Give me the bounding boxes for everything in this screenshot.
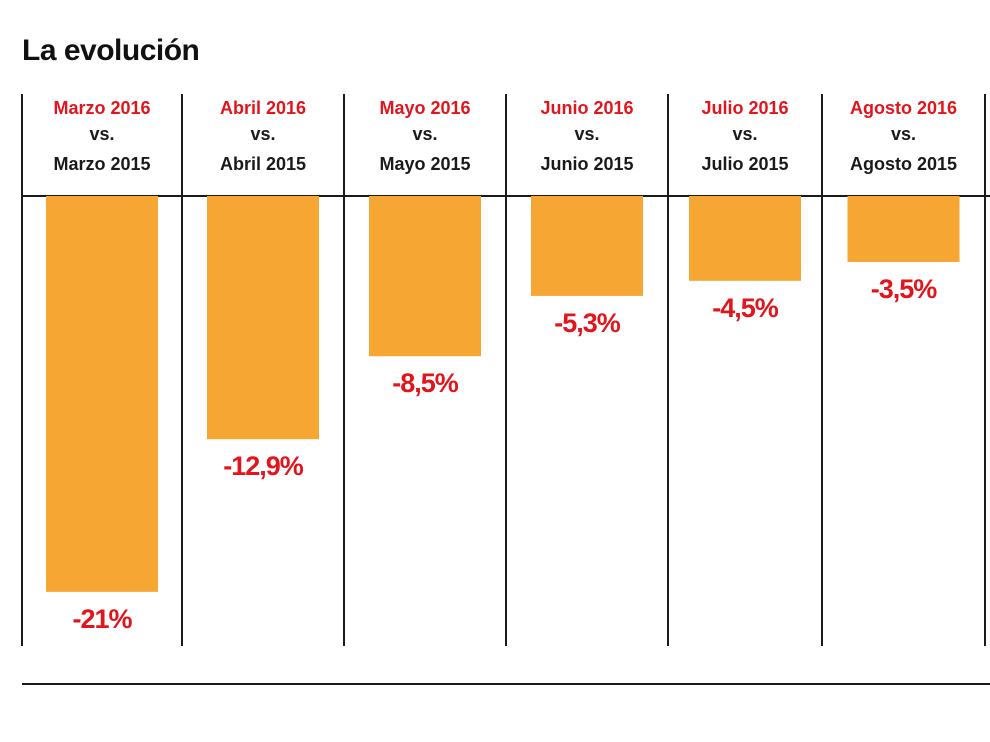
header-current-period: Julio 2016 <box>701 98 788 118</box>
header-vs: vs. <box>574 124 599 144</box>
bar <box>46 196 158 592</box>
data-label: -4,5% <box>712 293 779 323</box>
header-current-period: Agosto 2016 <box>850 98 957 118</box>
header-current-period: Abril 2016 <box>220 98 306 118</box>
bar <box>689 196 801 281</box>
header-vs: vs. <box>891 124 916 144</box>
header-vs: vs. <box>250 124 275 144</box>
header-current-period: Junio 2016 <box>540 98 633 118</box>
bar <box>847 196 960 262</box>
data-label: -3,5% <box>871 274 938 304</box>
header-vs: vs. <box>732 124 757 144</box>
bar <box>207 196 319 440</box>
data-label: -8,5% <box>392 368 459 398</box>
header-vs: vs. <box>89 124 114 144</box>
data-label: -12,9% <box>223 451 304 481</box>
bar <box>531 196 643 296</box>
header-current-period: Marzo 2016 <box>53 98 150 118</box>
data-label: -21% <box>72 604 132 634</box>
header-vs: vs. <box>412 124 437 144</box>
chart-title: La evolución <box>22 34 200 67</box>
header-previous-period: Marzo 2015 <box>53 154 150 174</box>
header-current-period: Mayo 2016 <box>379 98 470 118</box>
bar <box>369 196 481 357</box>
header-previous-period: Junio 2015 <box>540 154 633 174</box>
data-label: -5,3% <box>554 308 621 338</box>
header-previous-period: Mayo 2015 <box>379 154 470 174</box>
header-previous-period: Abril 2015 <box>220 154 306 174</box>
header-previous-period: Agosto 2015 <box>850 154 957 174</box>
header-previous-period: Julio 2015 <box>701 154 788 174</box>
